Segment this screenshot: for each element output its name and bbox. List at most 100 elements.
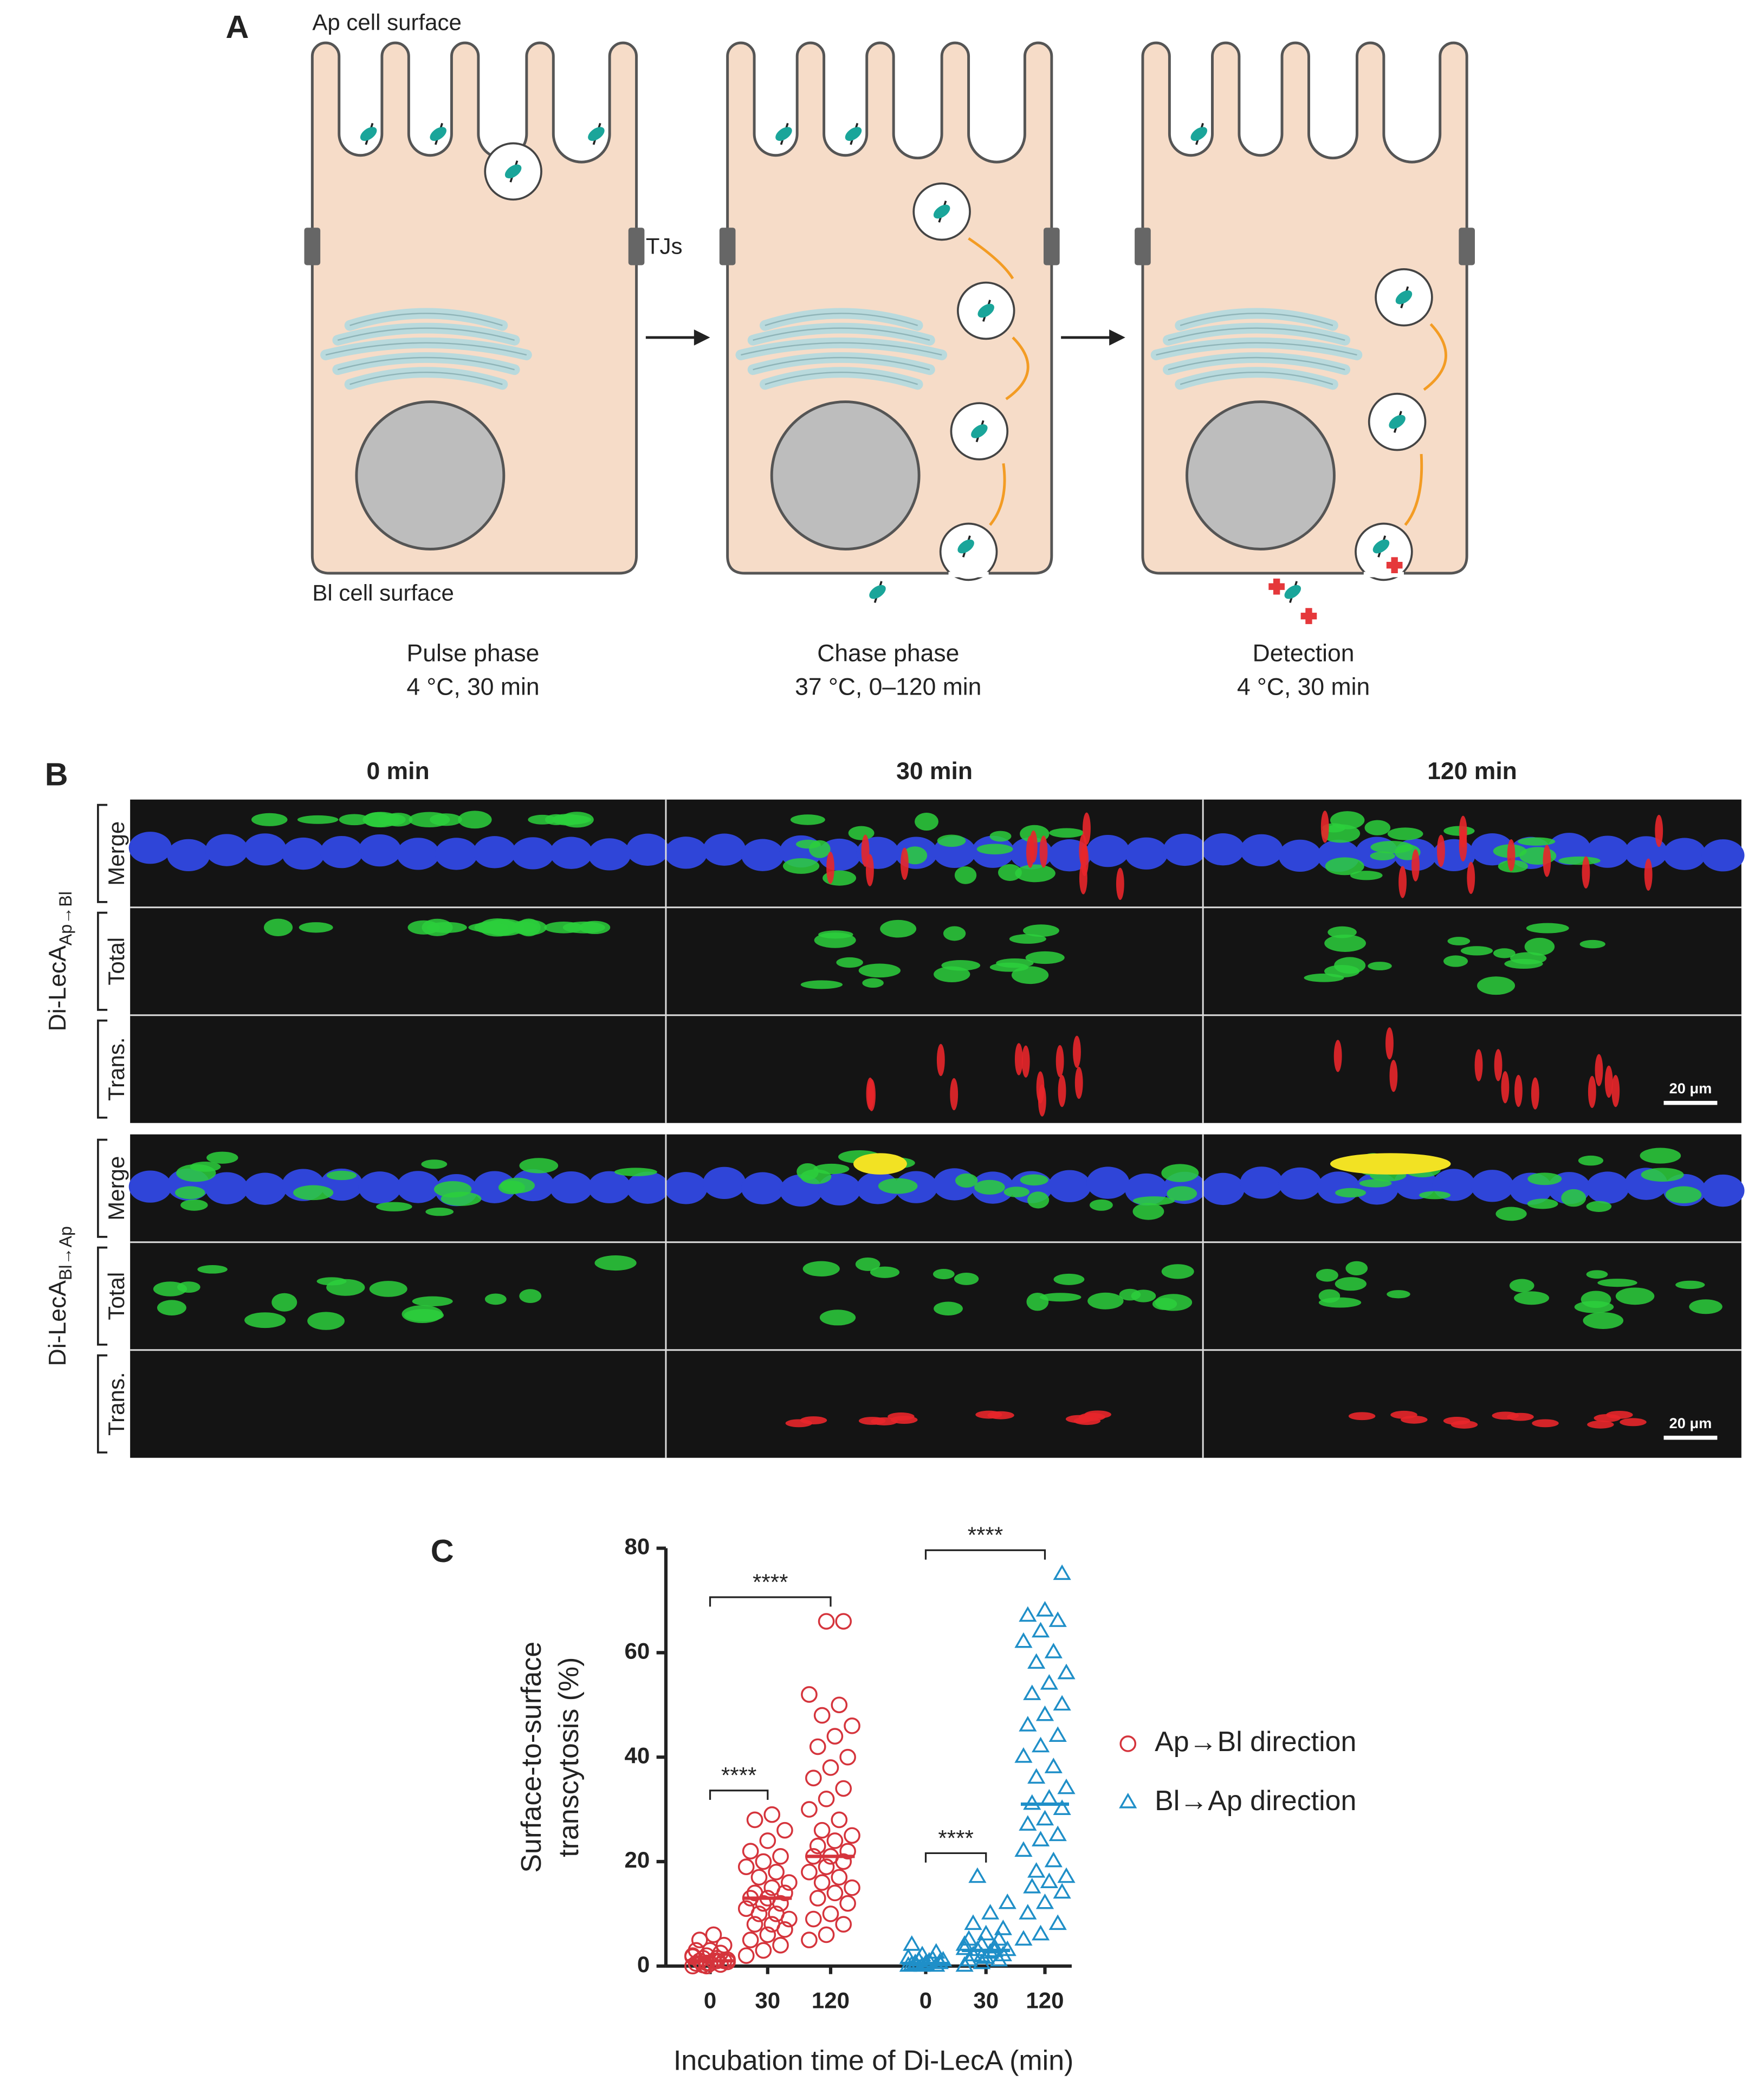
trans-stain (1587, 1420, 1614, 1429)
x-tick-label: 30 (755, 1988, 780, 2013)
total-stain (1089, 1199, 1113, 1211)
total-stain (458, 811, 492, 829)
golgi-edge (349, 313, 503, 326)
bottom-surface-label: Bl cell surface (312, 580, 454, 606)
total-stain (297, 815, 339, 824)
golgi-edge (1168, 357, 1345, 371)
trans-stain (1459, 815, 1467, 848)
golgi-edge (337, 357, 515, 371)
data-point (801, 1863, 818, 1881)
total-stain (1368, 962, 1392, 970)
nucleus-stain (128, 832, 172, 864)
trans-stain (861, 834, 870, 867)
total-stain (1053, 1273, 1085, 1285)
data-point (1048, 1914, 1067, 1930)
total-stain (326, 1170, 357, 1181)
nucleus-stain (818, 1173, 861, 1205)
data-point (763, 1879, 781, 1896)
data-point (1019, 1815, 1037, 1831)
panel-label: A (225, 9, 249, 45)
nucleus-stain (1586, 1171, 1629, 1204)
total-stain (878, 1178, 918, 1194)
golgi-edge (765, 371, 918, 385)
total-stain (954, 866, 977, 884)
trans-stain (1644, 858, 1653, 891)
column-header: 0 min (366, 758, 429, 785)
data-point (1119, 1735, 1137, 1752)
nucleus-stain (473, 836, 516, 868)
phase-condition: 4 °C, 30 min (406, 673, 539, 700)
trans-stain (1074, 1066, 1083, 1099)
tight-junction (719, 228, 736, 265)
data-point (1031, 1622, 1050, 1638)
data-point (844, 1827, 860, 1844)
x-tick-label: 0 (704, 1988, 716, 2013)
phase-name: Chase phase (817, 640, 959, 667)
trans-stain (867, 1079, 876, 1111)
data-point (776, 1822, 793, 1839)
total-stain (1155, 1294, 1193, 1311)
trans-stain (1620, 1418, 1647, 1427)
step-arrowhead (1109, 329, 1125, 346)
total-stain (937, 834, 966, 847)
nucleus-stain (1317, 1171, 1360, 1204)
golgi-edge (1156, 342, 1357, 356)
golgi-edge (753, 357, 930, 371)
nucleus-stain (1163, 833, 1207, 866)
data-point (772, 1848, 789, 1865)
nucleus-stain (588, 838, 631, 871)
data-point (1044, 1643, 1063, 1658)
trans-stain (1507, 839, 1516, 872)
data-point (818, 1858, 835, 1875)
trans-stain (1116, 867, 1124, 900)
data-point (763, 1916, 781, 1933)
total-stain (1581, 1291, 1611, 1308)
tight-junction (304, 228, 321, 265)
tight-junction (628, 228, 645, 265)
total-stain (206, 1151, 238, 1164)
data-point (839, 1895, 856, 1912)
data-point (1053, 1799, 1071, 1815)
data-point (813, 1707, 831, 1724)
total-stain (955, 1173, 978, 1188)
total-stain (1514, 1291, 1550, 1305)
total-stain (1015, 864, 1055, 883)
total-stain (1578, 1155, 1604, 1166)
nucleus-stain (282, 837, 325, 870)
trans-stain (1532, 1419, 1559, 1428)
column-header: 120 min (1427, 758, 1517, 785)
total-stain (1493, 948, 1516, 958)
total-stain (1640, 1148, 1681, 1164)
total-stain (974, 1179, 1005, 1195)
significance-bracket (924, 1852, 987, 1863)
nucleus-stain (1086, 1166, 1130, 1199)
data-point (805, 1770, 822, 1787)
tight-junction (1044, 228, 1060, 265)
total-stain (307, 1312, 345, 1330)
total-stain (1615, 1287, 1655, 1305)
total-stain (848, 826, 875, 840)
data-point (994, 1920, 1012, 1935)
panel-label: C (431, 1533, 454, 1569)
nucleus-stain (397, 838, 440, 870)
nucleus-stain (741, 839, 785, 871)
data-point (813, 1822, 831, 1839)
total-stain (1027, 1191, 1050, 1209)
data-point (781, 1874, 798, 1891)
total-stain (1316, 1268, 1338, 1282)
nucleus-stain (435, 838, 478, 870)
row-label: Trans. (103, 1037, 129, 1101)
nucleus-stain (1471, 833, 1514, 866)
nucleus-stain (549, 837, 593, 869)
tight-junction (1459, 228, 1475, 265)
total-stain (1023, 924, 1059, 937)
trans-stain (1595, 1054, 1603, 1086)
row-label: Total (103, 1272, 129, 1320)
trans-stain (1390, 1410, 1417, 1419)
nucleus-stain (1701, 839, 1745, 872)
data-point (994, 1946, 1012, 1961)
data-point (818, 1926, 835, 1943)
total-stain (500, 1177, 535, 1194)
total-stain (976, 844, 1013, 855)
